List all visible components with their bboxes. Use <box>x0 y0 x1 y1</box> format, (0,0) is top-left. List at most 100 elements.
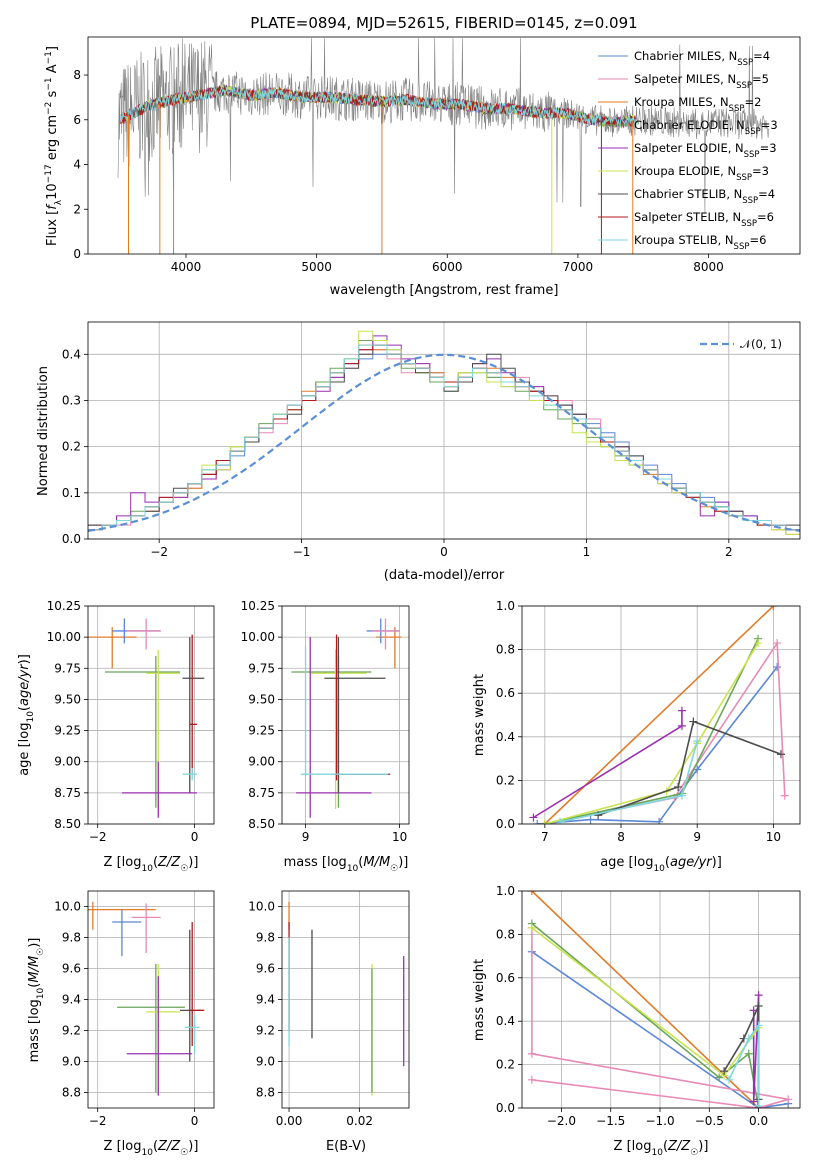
x-axis-label: E(B-V) <box>326 1139 366 1154</box>
axis-label-part: Z [log <box>104 855 142 870</box>
axis-label-part: 10 <box>651 1148 663 1158</box>
mass-vs-ebv-axes: 0.00 0.02 8.8 9.0 9.2 9.4 9.6 9.8 10.0 E(B-V) <box>248 890 410 1154</box>
y-tick-label: 0.4 <box>62 347 81 361</box>
axis-label: mass [log10(M/M☉)] <box>284 855 409 874</box>
plot-area <box>291 618 402 818</box>
y-tick-label: 9.2 <box>62 1024 81 1038</box>
x-tick-label: 6000 <box>432 260 463 274</box>
age-vs-mass-axes: 9 10 8.50 8.75 9.00 9.25 9.50 9.75 10.00 10.25 mas… <box>241 599 410 874</box>
axis-label-part: Z [log <box>104 1139 142 1154</box>
plot-area <box>288 901 405 1096</box>
axis-label-part: 10 <box>347 864 359 874</box>
x-tick-label: 0 <box>191 1114 199 1128</box>
y-tick-label: 0.4 <box>496 730 515 744</box>
axes-frame <box>87 605 215 825</box>
x-tick-label: 4000 <box>171 260 202 274</box>
axis-label-part: M/M <box>27 956 42 983</box>
x-tick-label: 0 <box>440 545 448 559</box>
legend-sub: SSP <box>741 219 757 229</box>
axis-label: Z [log10(Z/Z☉)] <box>104 1139 199 1158</box>
axis-label: Z [log10(Z/Z☉)] <box>614 1139 709 1158</box>
plot-area <box>88 901 205 1096</box>
y-tick-label: 0.0 <box>496 817 515 831</box>
legend-label: Salpeter MILES, N <box>634 72 736 86</box>
spectrum-axes: 4000 5000 6000 7000 8000 0 2 4 6 8 wavelength [Ang… <box>44 36 801 298</box>
axis-label-part: Z [log <box>614 1139 652 1154</box>
plot-area <box>529 606 789 824</box>
axis-label-part: M/M <box>363 855 390 870</box>
weight-marker <box>784 1095 793 1104</box>
legend-suffix: =6 <box>749 233 766 247</box>
weight-marker <box>693 737 702 746</box>
axis-label-part: −2 <box>44 102 54 115</box>
legend-label: Kroupa ELODIE, N <box>634 164 736 178</box>
axis-label-part: )] <box>398 855 408 870</box>
axis-label-part: age/yr <box>670 855 713 870</box>
x-tick-label: −2 <box>89 830 107 844</box>
weight-marker <box>773 663 782 672</box>
legend-entry: Salpeter MILES, NSSP=5 <box>634 72 769 91</box>
plot-area <box>88 618 205 818</box>
legend-label: Kroupa STELIB, N <box>634 233 734 247</box>
y-tick-label: 10.25 <box>241 599 275 613</box>
legend-sub: SSP <box>745 127 761 137</box>
y-axis-label: Normed distribution <box>36 366 51 496</box>
x-tick-label: 2 <box>725 545 733 559</box>
weight-marker <box>689 717 698 726</box>
axis-label-part: A <box>45 64 60 77</box>
axis-label-part: ( <box>27 983 42 988</box>
axes-frame <box>87 36 801 255</box>
figure-title: PLATE=0894, MJD=52615, FIBERID=0145, z=0… <box>250 14 637 32</box>
legend-label: Chabrier ELODIE, N <box>634 118 745 132</box>
axis-label-part: s <box>45 90 60 101</box>
axis-label-part: Z/Z <box>667 1139 691 1154</box>
axis-label-part: 10 <box>141 1148 153 1158</box>
axis-label-part: ☉ <box>36 948 46 956</box>
legend-sub: SSP <box>734 242 750 252</box>
axis-label-part: λ <box>54 199 64 205</box>
residual-histogram-axes: −2 −1 0 1 2 0.0 0.1 0.2 0.3 0.4 (data-model)/error… <box>36 321 801 583</box>
weight-marker <box>655 817 664 824</box>
weight-marker <box>594 811 603 820</box>
axis-label-part: ] <box>45 46 60 51</box>
axis-label-part: )] <box>188 855 198 870</box>
mass-weight-vs-Z-axes: −2.0 −1.5 −1.0 −0.5 0.0 0.0 0.2 0.4 0.6 0.8 1.0 Z [… <box>472 884 801 1158</box>
axis-label-part: −1 <box>44 77 54 90</box>
axis-label-part: ( <box>665 855 670 870</box>
x-axis-label: (data-model)/error <box>384 568 505 583</box>
y-tick-label: 0.6 <box>496 686 515 700</box>
y-tick-label: 8.50 <box>248 817 275 831</box>
axis-label-part: ( <box>153 855 158 870</box>
axis-label-part: 10 <box>45 183 60 200</box>
y-tick-label: 8.75 <box>248 786 275 800</box>
axis-label-part: ( <box>358 855 363 870</box>
weight-marker <box>754 1002 763 1011</box>
axis-label-part: ☉ <box>180 864 188 874</box>
legend-suffix: =3 <box>752 164 769 178</box>
axis-label: mass [log10(M/M☉)] <box>27 938 46 1063</box>
axis-label-part: (0, 1) <box>751 337 782 351</box>
x-tick-label: 9 <box>693 830 701 844</box>
legend-label: Salpeter ELODIE, N <box>634 141 744 155</box>
axis-label-part: ( <box>153 1139 158 1154</box>
x-tick-label: 5000 <box>301 260 332 274</box>
y-tick-label: 8.8 <box>256 1086 275 1100</box>
legend-entry: Salpeter STELIB, NSSP=6 <box>634 210 774 229</box>
y-tick-label: 9.75 <box>54 661 81 675</box>
axis-label-part: mass [log <box>27 999 42 1062</box>
x-tick-label: 7000 <box>563 260 594 274</box>
axis-label-part: ( <box>17 706 32 711</box>
x-tick-label: −0.5 <box>695 1114 724 1128</box>
legend-entry: Chabrier MILES, NSSP=4 <box>634 49 770 68</box>
axis-label-part: −17 <box>44 164 54 183</box>
y-tick-label: 10.00 <box>47 630 81 644</box>
axes-frame <box>87 321 801 540</box>
y-tick-label: 0.2 <box>496 1058 515 1072</box>
axis-label-part: age/yr <box>17 663 32 706</box>
axis-label-part: ☉ <box>390 864 398 874</box>
x-tick-label: 0.0 <box>749 1114 768 1128</box>
y-tick-label: 0.3 <box>62 393 81 407</box>
